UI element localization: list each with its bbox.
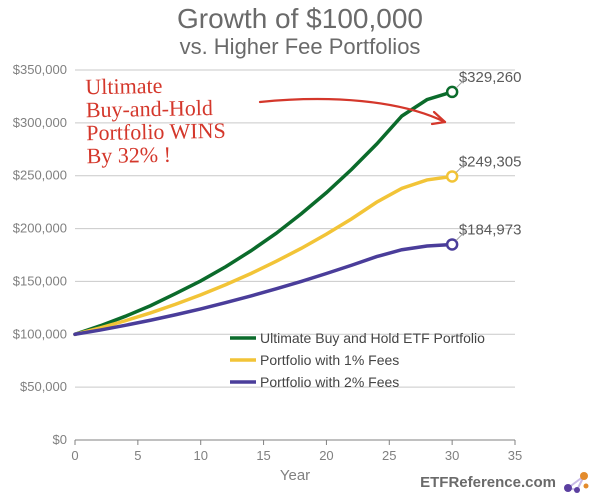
svg-text:15: 15 [256, 448, 270, 463]
svg-text:0: 0 [71, 448, 78, 463]
svg-text:$250,000: $250,000 [13, 168, 67, 183]
chart-container: Growth of $100,000 vs. Higher Fee Portfo… [0, 0, 600, 500]
data-series [75, 92, 452, 334]
svg-text:$184,973: $184,973 [459, 221, 522, 238]
svg-text:$50,000: $50,000 [20, 379, 67, 394]
svg-text:Ultimate Buy and Hold ETF Port: Ultimate Buy and Hold ETF Portfolio [260, 330, 485, 346]
svg-text:$200,000: $200,000 [13, 221, 67, 236]
svg-text:30: 30 [445, 448, 459, 463]
svg-text:Year: Year [280, 467, 310, 484]
svg-text:$249,305: $249,305 [459, 153, 522, 170]
svg-text:$100,000: $100,000 [13, 326, 67, 341]
svg-text:$150,000: $150,000 [13, 273, 67, 288]
svg-text:5: 5 [134, 448, 141, 463]
svg-text:$0: $0 [53, 432, 67, 447]
svg-text:35: 35 [508, 448, 522, 463]
svg-text:25: 25 [382, 448, 396, 463]
svg-text:Portfolio with 2% Fees: Portfolio with 2% Fees [260, 374, 399, 390]
legend: Ultimate Buy and Hold ETF Portfolio Portf… [230, 330, 485, 390]
svg-text:$329,260: $329,260 [459, 69, 522, 86]
svg-text:$350,000: $350,000 [13, 62, 67, 77]
svg-text:20: 20 [319, 448, 333, 463]
end-labels: $329,260 $249,305 $184,973 [447, 69, 521, 250]
annotation-arrow [260, 99, 445, 124]
line-chart: $0 $50,000 $100,000 $150,000 $200,000 $250,00… [0, 0, 600, 500]
y-axis: $0 $50,000 $100,000 $150,000 $200,000 $250,00… [13, 62, 67, 447]
site-logo: ETFReference.com [420, 470, 590, 494]
logo-text: ETFReference.com [420, 474, 556, 491]
svg-text:$300,000: $300,000 [13, 115, 67, 130]
logo-icon [562, 470, 590, 494]
svg-text:10: 10 [193, 448, 207, 463]
svg-text:Portfolio with 1% Fees: Portfolio with 1% Fees [260, 352, 399, 368]
